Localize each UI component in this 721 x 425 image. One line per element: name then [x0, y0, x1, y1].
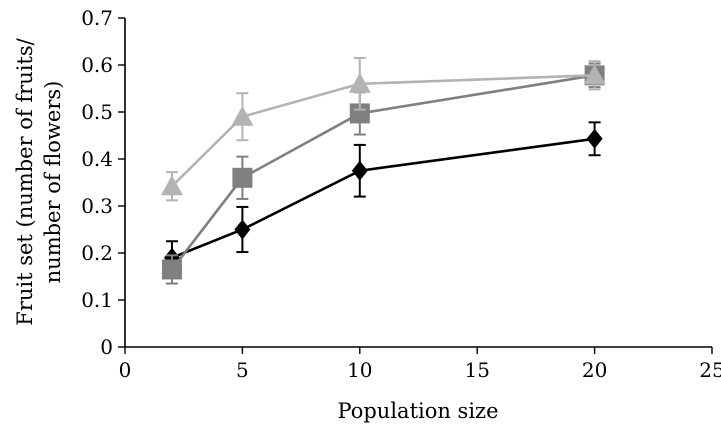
y-axis-title-line-2: number of flowers) [41, 81, 65, 284]
ticks: 0 5 10 15 20 25 0 0.1 0.2 0.3 0.4 0.5 0.6 0.7 [81, 6, 721, 382]
series-line [171, 137, 595, 259]
x-tick-label: 20 [582, 358, 607, 382]
y-tick-label: 0 [100, 335, 113, 359]
series-diamond [163, 121, 603, 276]
y-tick-label: 0.3 [81, 194, 113, 218]
y-tick-label: 0.6 [81, 53, 113, 77]
x-axis-title: Population size [337, 399, 498, 423]
x-tick-label: 10 [347, 358, 372, 382]
series-line [171, 74, 595, 188]
data-point-diamond [351, 160, 368, 181]
data-point-triangle [348, 72, 371, 93]
y-tick-label: 0.1 [81, 288, 113, 312]
data-point-diamond [234, 219, 251, 240]
series-triangle [160, 56, 606, 202]
data-point-diamond [586, 128, 603, 149]
x-tick-label: 25 [699, 358, 721, 382]
y-axis-title-line-1: Fruit set (number of fruits/ [13, 37, 37, 325]
x-tick-label: 5 [236, 358, 249, 382]
data-point-triangle [231, 105, 254, 126]
data-point-square [232, 167, 253, 188]
data-point-square [161, 259, 182, 280]
y-axis-title: Fruit set (number of fruits/ number of f… [13, 37, 65, 325]
y-tick-label: 0.5 [81, 100, 113, 124]
y-tick-label: 0.2 [81, 241, 113, 265]
x-tick-label: 15 [464, 358, 489, 382]
series-line [170, 74, 595, 271]
y-tick-label: 0.7 [81, 6, 113, 30]
data-point-square [349, 103, 370, 124]
series-layer [160, 56, 606, 285]
x-tick-label: 0 [119, 358, 132, 382]
data-point-triangle [160, 175, 183, 196]
series-square [161, 62, 605, 285]
y-tick-label: 0.4 [81, 147, 113, 171]
axes [124, 18, 712, 348]
data-point-triangle [583, 64, 606, 85]
